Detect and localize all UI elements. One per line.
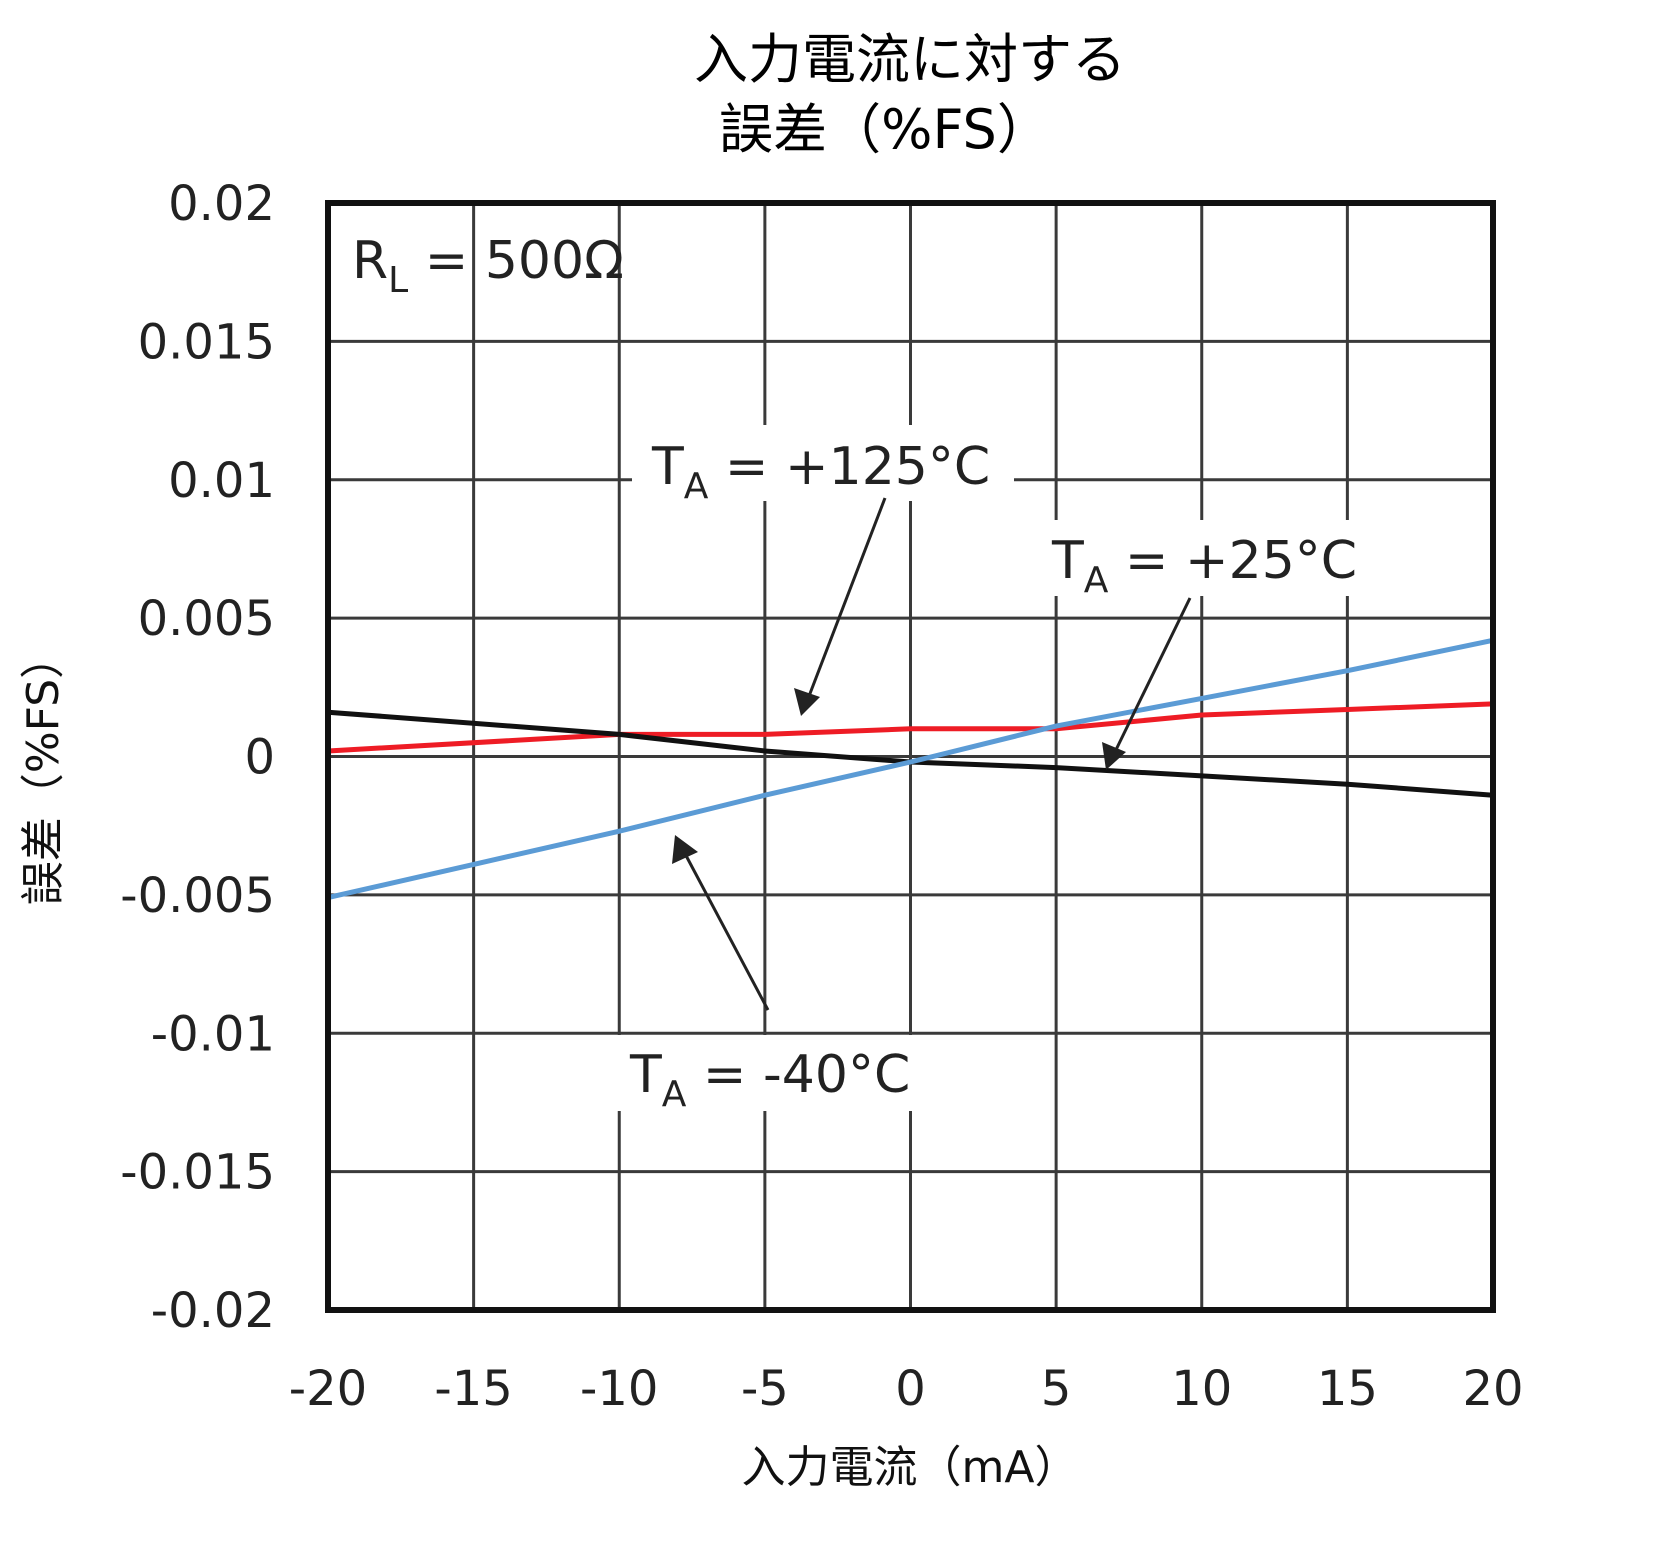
- annotation-125c-arrowhead: [794, 688, 820, 716]
- annotation-minus40c-arrowhead: [672, 835, 698, 864]
- annotation-25c-arrow: [1110, 597, 1192, 759]
- y-tick-label: 0: [244, 730, 275, 786]
- annotation-minus40c-arrow: [680, 847, 770, 1011]
- y-tick-label: 0.015: [138, 314, 275, 370]
- y-tick-label: -0.005: [120, 868, 275, 924]
- y-tick-label: -0.01: [151, 1006, 275, 1062]
- y-tick-label: -0.015: [120, 1145, 275, 1201]
- x-tick-label: -5: [741, 1361, 789, 1417]
- x-tick-label: -10: [580, 1361, 658, 1417]
- x-tick-label: 5: [1041, 1361, 1072, 1417]
- x-tick-label: 20: [1462, 1361, 1523, 1417]
- y-tick-label: 0.005: [138, 591, 275, 647]
- series-125c-line: [325, 701, 1496, 754]
- x-tick-label: 10: [1171, 1361, 1232, 1417]
- chart-title-line2: 誤差（%FS）: [719, 98, 1051, 161]
- x-tick-label: -20: [289, 1361, 367, 1417]
- chart-title-line1: 入力電流に対する: [694, 28, 1126, 91]
- annotation-125c-label: TA = +125°C: [651, 437, 990, 507]
- condition-label: RL = 500Ω: [352, 231, 624, 301]
- grid: [326, 201, 1495, 1312]
- x-tick-label: 15: [1317, 1361, 1378, 1417]
- plot-frame: [325, 200, 1496, 1313]
- x-axis-label: 入力電流（mA）: [742, 1442, 1079, 1493]
- y-tick-label: -0.02: [151, 1283, 275, 1339]
- y-tick-label: 0.01: [168, 453, 275, 509]
- annotation-minus40c: TA = -40°C: [612, 835, 932, 1115]
- y-tick-label: 0.02: [168, 176, 275, 232]
- annotation-125c-arrow: [804, 497, 887, 705]
- annotation-25c-label: TA = +25°C: [1051, 531, 1357, 601]
- series-minus40c-line: [325, 637, 1496, 901]
- x-tick-label: -15: [434, 1361, 512, 1417]
- annotation-minus40c-bg: [612, 1035, 932, 1111]
- annotation-125c-bg: [632, 425, 1014, 501]
- annotation-25c: TA = +25°C: [1040, 520, 1360, 770]
- tick-labels: -20 -15 -10 -5 0 5 10 15 20 0.02 0.015 0.01 0.005 0 -0…: [120, 176, 1523, 1417]
- x-tick-label: 0: [895, 1361, 926, 1417]
- annotation-minus40c-label: TA = -40°C: [629, 1045, 910, 1115]
- annotation-25c-arrowhead: [1102, 742, 1126, 770]
- series-layer: [325, 637, 1496, 901]
- y-axis-label: 誤差（%FS）: [18, 635, 69, 905]
- series-25c-line: [325, 709, 1496, 798]
- annotation-25c-bg: [1040, 520, 1360, 596]
- annotation-125c: TA = +125°C: [632, 425, 1014, 716]
